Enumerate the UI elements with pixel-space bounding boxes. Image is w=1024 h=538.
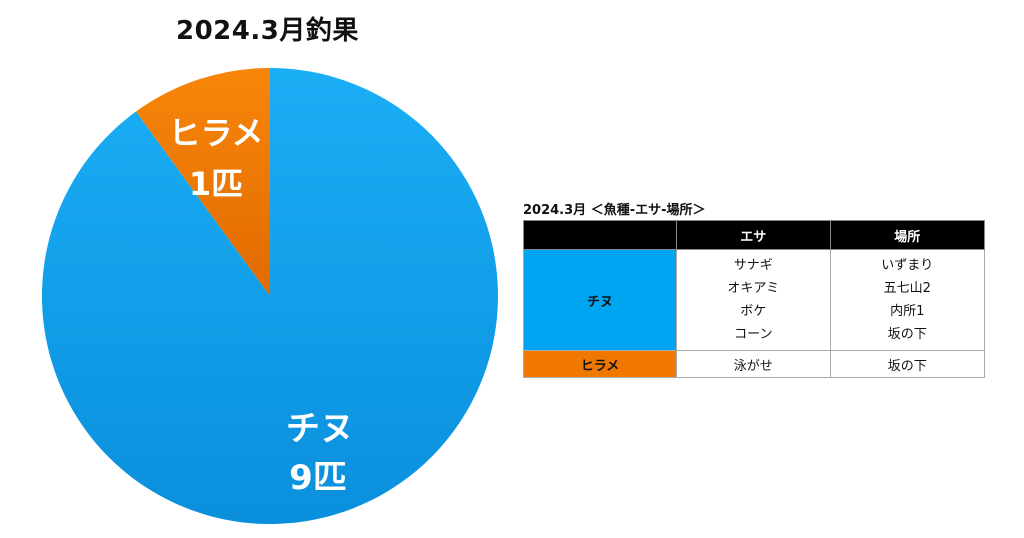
place-cell: いずまり 五七山2 内所1 坂の下 bbox=[829, 249, 986, 351]
slice-label-chinu: チヌ bbox=[286, 409, 354, 449]
slice-value-chinu: 9匹 bbox=[289, 458, 347, 498]
place-item: 坂の下 bbox=[887, 358, 927, 374]
slice-label-hirame: ヒラメ bbox=[168, 114, 263, 152]
header-bait: エサ bbox=[676, 220, 831, 250]
place-item: いずまり bbox=[881, 258, 934, 273]
pie-slice-chinu bbox=[41, 68, 498, 524]
table-caption: 2024.3月 ＜魚種-エサ-場所＞ bbox=[523, 203, 706, 218]
bait-item: オキアミ bbox=[727, 281, 780, 296]
table-header-row: エサ 場所 bbox=[523, 220, 986, 250]
bait-item: 泳がせ bbox=[733, 358, 773, 374]
catch-table: エサ 場所 チヌ サナギ オキアミ ボケ コーン いずまり 五七山2 内所1 坂… bbox=[523, 220, 986, 378]
header-fish bbox=[523, 220, 677, 250]
place-item: 内所1 bbox=[890, 304, 925, 319]
fish-cell-chinu: チヌ bbox=[523, 249, 677, 351]
bait-cell: 泳がせ bbox=[676, 350, 831, 378]
chart-title: 2024.3月釣果 bbox=[176, 16, 359, 46]
fish-cell-hirame: ヒラメ bbox=[523, 350, 677, 378]
header-place: 場所 bbox=[829, 220, 986, 250]
bait-item: サナギ bbox=[733, 258, 773, 273]
bait-item: コーン bbox=[734, 327, 773, 342]
place-cell: 坂の下 bbox=[829, 350, 986, 378]
table-row: ヒラメ 泳がせ 坂の下 bbox=[523, 350, 986, 378]
place-item: 五七山2 bbox=[883, 281, 931, 296]
place-item: 坂の下 bbox=[887, 327, 927, 342]
pie-chart: チヌ 9匹 ヒラメ 1匹 bbox=[41, 68, 498, 524]
slice-value-hirame: 1匹 bbox=[189, 165, 243, 203]
bait-item: ボケ bbox=[740, 304, 767, 319]
table-row: チヌ サナギ オキアミ ボケ コーン いずまり 五七山2 内所1 坂の下 bbox=[523, 249, 986, 351]
bait-cell: サナギ オキアミ ボケ コーン bbox=[676, 249, 831, 351]
pie-slice-hirame bbox=[135, 68, 270, 296]
